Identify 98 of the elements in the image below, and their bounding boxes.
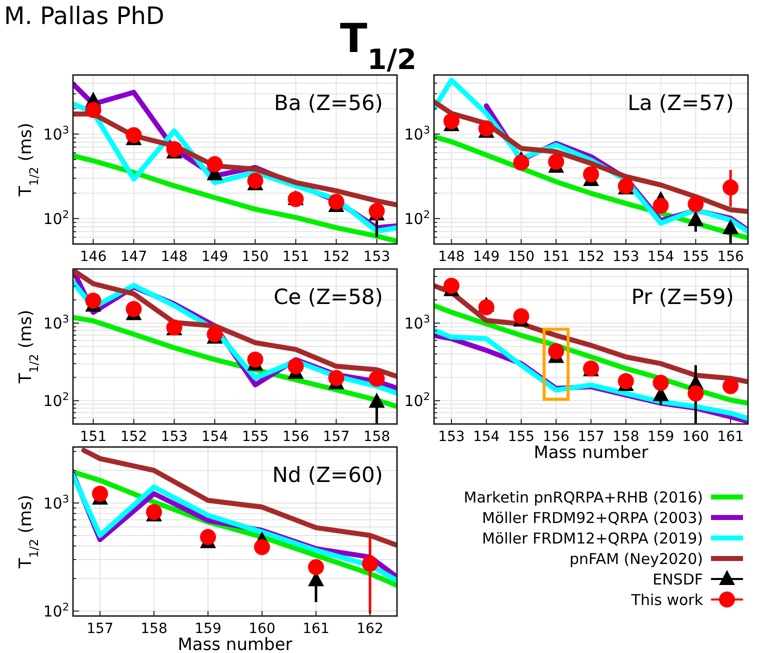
legend-label: pnFAM (Ney2020)	[570, 550, 703, 568]
point	[548, 343, 564, 360]
text: Pr (Z=59)	[631, 285, 734, 309]
point	[328, 370, 344, 386]
point	[652, 374, 669, 391]
text: M. Pallas PhD	[4, 2, 164, 30]
annotation: T$_{1/2}$	[340, 16, 416, 76]
legend-label: This work	[630, 590, 704, 609]
point	[513, 154, 530, 171]
point	[722, 180, 739, 196]
legend-label: Möller FRDM92+QRPA (2003)	[482, 508, 703, 527]
x-tick-label: 150	[242, 249, 269, 265]
x-tick-label: 161	[717, 429, 744, 445]
y-tick-label: 10$^{3}$	[404, 313, 430, 332]
point	[308, 559, 324, 576]
point	[328, 194, 344, 210]
y-tick-label: 10$^{3}$	[43, 493, 69, 512]
x-tick-label: 151	[282, 249, 310, 265]
x-tick-label: 154	[647, 249, 674, 265]
x-tick-label: 153	[612, 249, 640, 265]
y-tick-label: 10$^{2}$	[404, 390, 430, 410]
point	[85, 292, 102, 309]
point	[126, 127, 142, 144]
x-tick-label: 146	[80, 249, 107, 265]
x-tick-label: 148	[438, 249, 465, 265]
x-tick-label: 153	[363, 249, 390, 265]
y-tick-label: 10$^{3}$	[404, 124, 430, 144]
x-tick-label: 159	[194, 621, 222, 637]
point	[368, 392, 385, 408]
legend-label: Marketin pnRQRPA+RHB (2016)	[464, 488, 703, 506]
x-tick-label: 156	[542, 429, 570, 445]
x-tick-label: 150	[508, 249, 535, 265]
point	[247, 352, 264, 368]
x-tick-label: 157	[578, 429, 604, 445]
point	[583, 166, 599, 182]
x-tick-label: 155	[682, 249, 710, 265]
y-tick-label: 10$^{2}$	[43, 601, 69, 620]
x-tick-label: 155	[242, 429, 269, 445]
x-tick-label: 157	[86, 621, 114, 637]
point	[92, 486, 108, 502]
point	[362, 556, 378, 572]
point	[688, 196, 704, 212]
y-tick-label: 10$^{2}$	[404, 208, 430, 228]
x-tick-label: 158	[612, 429, 640, 445]
point	[288, 358, 304, 374]
text: Ba (Z=56)	[274, 91, 383, 115]
point	[368, 370, 385, 387]
x-tick-label: 152	[322, 249, 350, 265]
point	[254, 539, 270, 556]
x-tick-label: 151	[542, 249, 570, 265]
text: La (Z=57)	[628, 91, 734, 115]
x-tick-label: 149	[472, 249, 500, 265]
x-tick-label: 156	[717, 249, 744, 265]
point	[722, 378, 739, 394]
point	[548, 154, 564, 170]
point	[85, 102, 102, 118]
x-tick-label: 152	[578, 249, 604, 265]
x-axis-title: Mass number	[178, 635, 292, 653]
point	[513, 308, 530, 324]
x-tick-label: 160	[682, 429, 710, 445]
point	[126, 301, 142, 318]
x-tick-label: 155	[508, 429, 535, 445]
x-tick-label: 154	[472, 429, 500, 445]
point	[200, 528, 216, 545]
point	[443, 113, 460, 130]
legend-label: ENSDF	[652, 570, 703, 588]
x-tick-label: 159	[647, 429, 674, 445]
point	[618, 373, 634, 390]
y-tick-label: 10$^{3}$	[43, 124, 69, 144]
text: Ce (Z=58)	[274, 285, 383, 309]
text: Nd (Z=60)	[272, 463, 383, 487]
point	[206, 156, 223, 172]
x-tick-label: 154	[201, 429, 228, 445]
x-tick-label: 157	[322, 429, 350, 445]
point	[688, 385, 704, 402]
x-tick-label: 160	[248, 621, 276, 637]
y-tick-label: 10$^{2}$	[43, 390, 69, 410]
x-tick-label: 147	[120, 249, 148, 265]
point	[722, 219, 739, 234]
point	[652, 198, 669, 214]
x-axis-title: Mass number	[534, 443, 648, 463]
legend-label: Möller FRDM12+QRPA (2019)	[482, 529, 703, 548]
y-tick-label: 10$^{2}$	[43, 208, 69, 228]
x-tick-label: 153	[160, 429, 188, 445]
x-tick-label: 148	[160, 249, 188, 265]
x-tick-label: 151	[80, 429, 107, 445]
x-tick-label: 161	[302, 621, 330, 637]
x-tick-label: 153	[438, 429, 465, 445]
x-tick-label: 156	[282, 429, 310, 445]
point	[478, 299, 494, 316]
y-tick-label: 10$^{3}$	[43, 313, 69, 332]
x-tick-label: 152	[120, 429, 148, 445]
x-tick-label: 149	[201, 249, 228, 265]
x-tick-label: 158	[363, 429, 390, 445]
x-tick-label: 162	[356, 621, 384, 637]
x-tick-label: 158	[140, 621, 168, 637]
point	[443, 278, 460, 294]
point	[688, 211, 704, 226]
